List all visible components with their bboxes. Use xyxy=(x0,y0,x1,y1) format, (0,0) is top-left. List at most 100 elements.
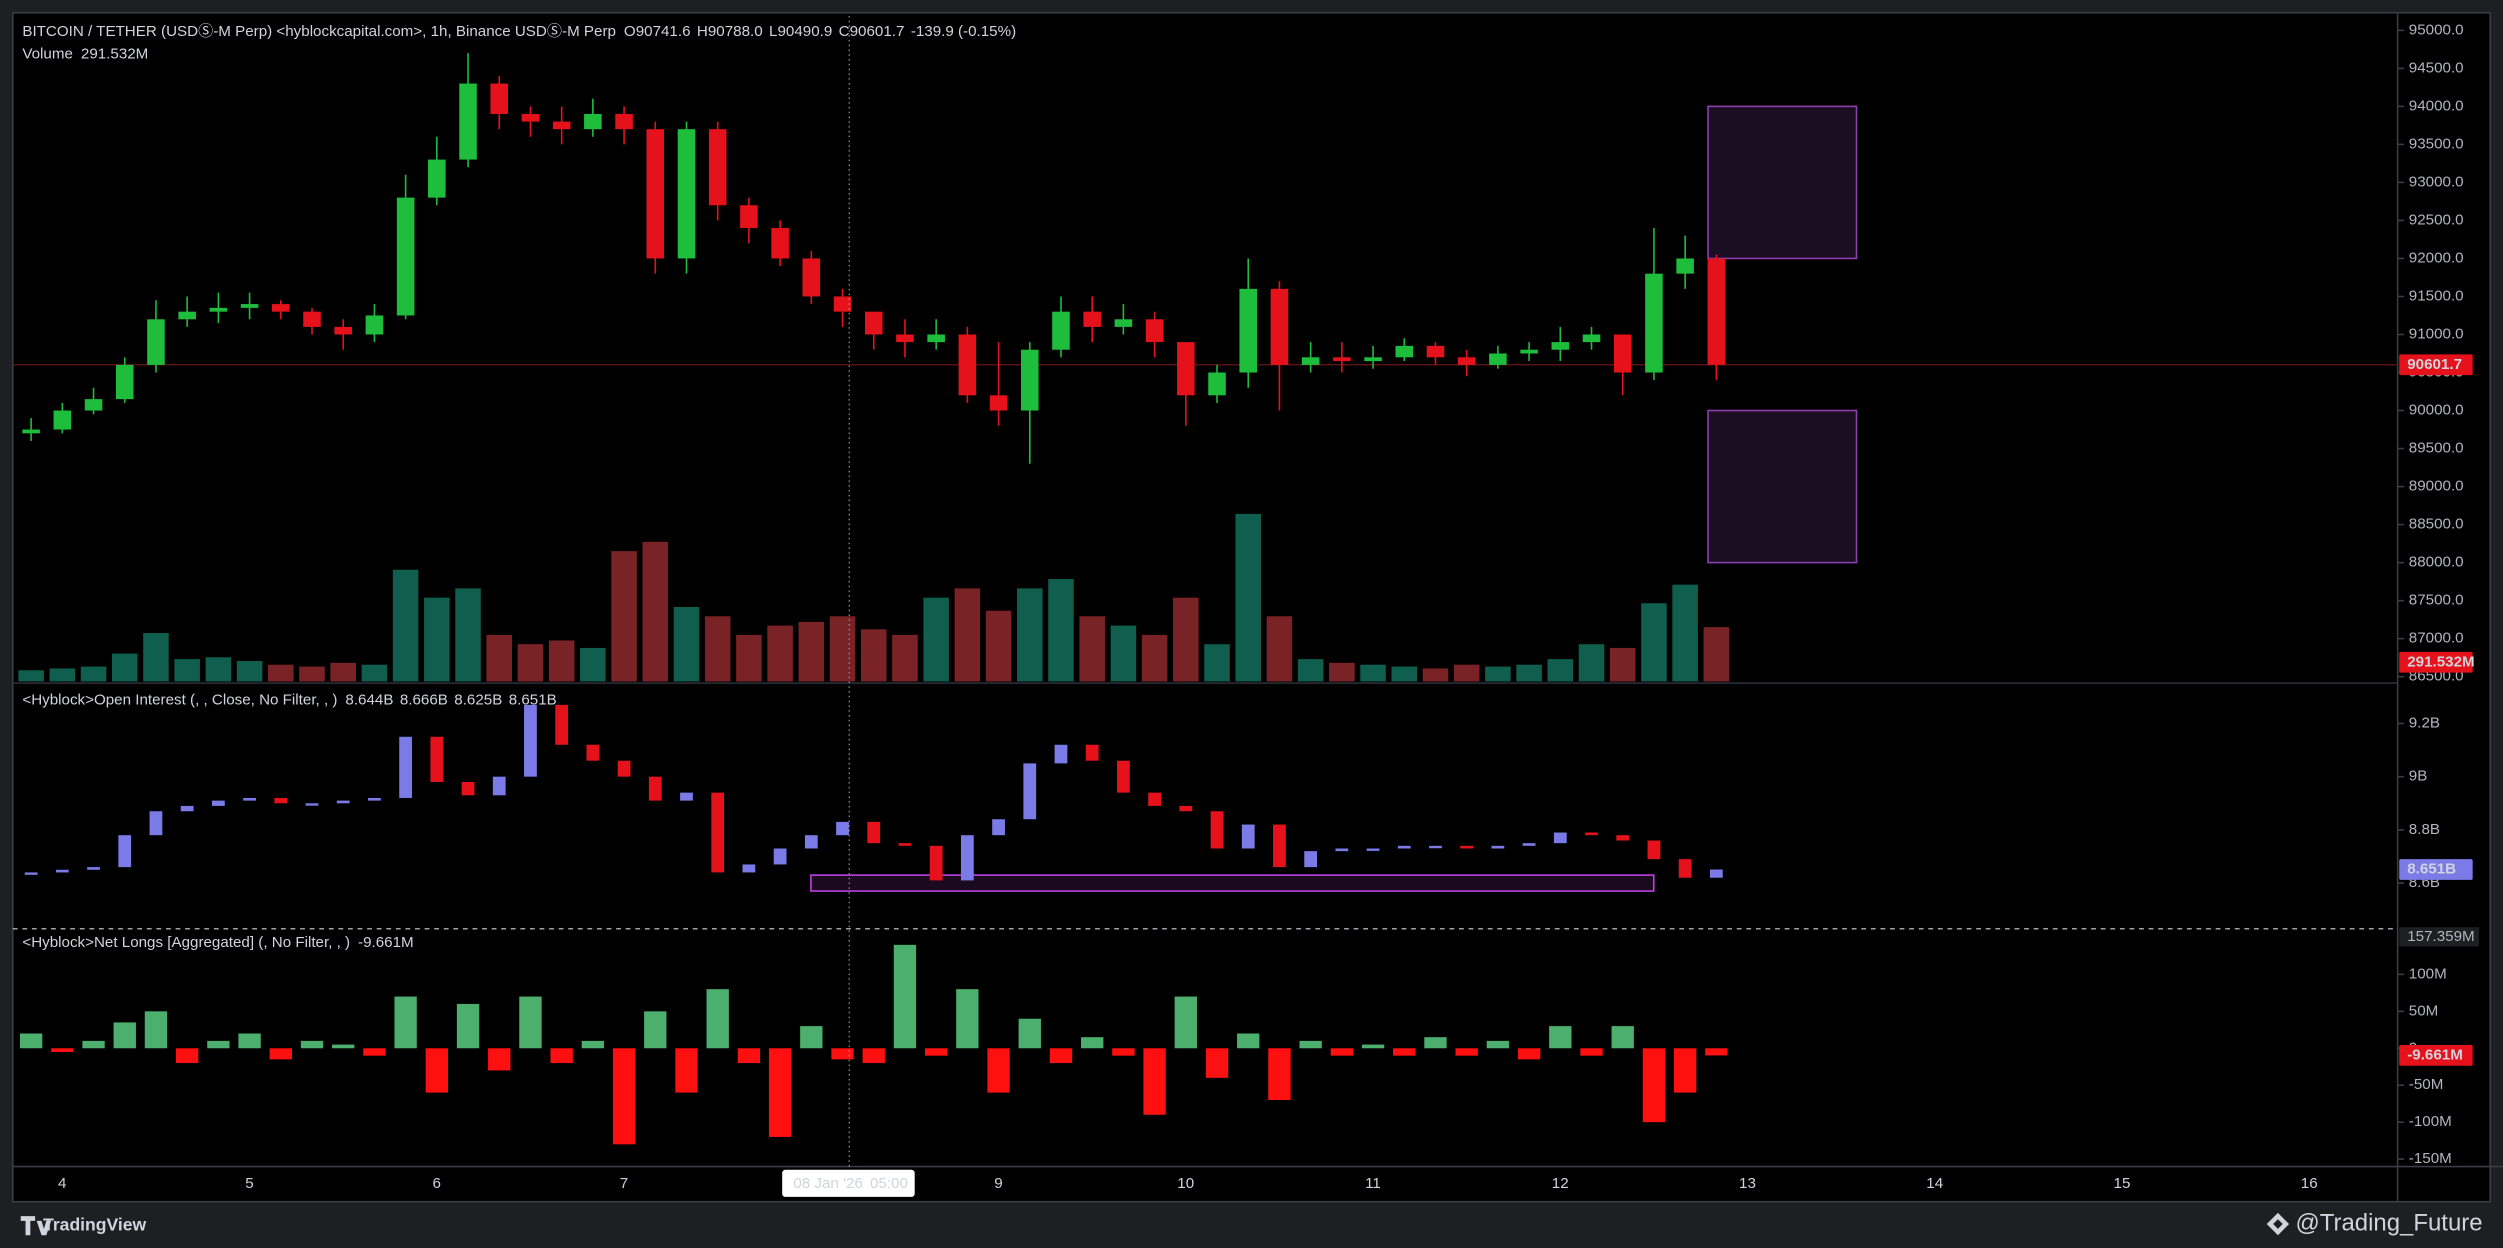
net-long-bar xyxy=(19,1033,43,1049)
candle-body xyxy=(708,129,727,206)
ohlc-value: 90741.6 xyxy=(636,23,691,40)
volume-bar xyxy=(455,588,481,682)
oi-candle xyxy=(1148,792,1161,806)
candle-body xyxy=(958,334,977,396)
candle-body xyxy=(240,304,259,308)
volume-bar xyxy=(80,666,107,682)
net-long-bar xyxy=(519,996,542,1049)
volume-bar xyxy=(392,569,419,682)
candle-body xyxy=(490,83,509,114)
net-long-bar xyxy=(1486,1040,1510,1049)
candle-body xyxy=(365,315,384,335)
y-tick-label: 89000.0 xyxy=(2409,478,2464,495)
oi-candle xyxy=(680,792,693,801)
candle-body xyxy=(740,205,758,229)
oi-candle xyxy=(1585,832,1598,836)
oi-candle xyxy=(1709,869,1723,878)
y-tick-label: 89500.0 xyxy=(2409,440,2464,457)
net-long-bar xyxy=(706,989,729,1049)
oi-candle xyxy=(1023,763,1037,820)
net-long-bar xyxy=(956,989,979,1049)
net-long-bar xyxy=(1705,1048,1728,1056)
x-tick-label: 5 xyxy=(245,1175,253,1192)
oi-legend-value: 8.651B xyxy=(509,692,557,709)
footer-bar xyxy=(0,1203,2503,1248)
net-long-bar xyxy=(363,1048,386,1056)
x-tick-label: 13 xyxy=(1739,1175,1756,1192)
volume-bar xyxy=(1173,597,1199,682)
volume-bar xyxy=(1329,662,1355,682)
net-long-bar xyxy=(1549,1026,1572,1049)
volume-bar xyxy=(205,657,232,682)
brand-logo xyxy=(20,1216,52,1236)
x-tick-label: 6 xyxy=(433,1175,441,1192)
candle-body xyxy=(1301,357,1320,365)
oi-candle xyxy=(836,821,849,836)
oi-candle xyxy=(1273,824,1286,868)
net-long-bar xyxy=(1330,1048,1354,1056)
y-tick-label: 9B xyxy=(2409,768,2428,785)
volume-bar xyxy=(424,597,450,682)
volume-bar xyxy=(299,666,325,682)
oi-candle xyxy=(1054,744,1068,764)
volume-bar xyxy=(1547,659,1574,682)
volume-bar xyxy=(1079,616,1105,682)
oi-candle xyxy=(524,704,537,777)
y-tick-label: 87000.0 xyxy=(2409,630,2464,647)
candle-body xyxy=(1395,345,1414,358)
candle-body xyxy=(771,228,789,259)
candle-body xyxy=(1551,342,1570,350)
volume-bar xyxy=(923,597,949,682)
candle-body xyxy=(646,129,665,259)
net-long-bar xyxy=(1049,1048,1073,1064)
volume-bar xyxy=(548,640,575,682)
volume-bar xyxy=(673,606,700,682)
volume-bar xyxy=(954,588,981,682)
volume-bar xyxy=(268,664,294,682)
net-long-bar xyxy=(1268,1048,1291,1100)
ohlc-value: 90601.7 xyxy=(850,23,905,40)
net-long-bar xyxy=(51,1048,74,1052)
net-long-bar xyxy=(644,1011,667,1049)
candle-body xyxy=(802,258,821,297)
crosshair-label-bg xyxy=(782,1169,915,1197)
net-long-bar xyxy=(1393,1048,1416,1056)
net-long-bar xyxy=(1517,1048,1541,1060)
oi-candle xyxy=(1397,845,1411,849)
net-long-bar xyxy=(144,1011,168,1049)
net-long-bar xyxy=(893,944,917,1049)
oi-candle xyxy=(929,845,943,881)
net-long-bar xyxy=(82,1040,105,1049)
oi-candle xyxy=(867,821,881,844)
candle-body xyxy=(989,395,1008,411)
volume-bar xyxy=(517,644,544,682)
candle-body xyxy=(1083,311,1101,327)
x-tick-label: 11 xyxy=(1365,1175,1381,1192)
y-tick-label: 50M xyxy=(2409,1002,2438,1019)
candle-body xyxy=(584,113,602,130)
candle-body xyxy=(1613,334,1632,373)
candle-body xyxy=(428,159,446,198)
candle-body xyxy=(459,83,477,160)
volume-bar xyxy=(1422,668,1449,682)
chart-title: BITCOIN / TETHER (USDⓈ-M Perp) <hyblockc… xyxy=(22,23,616,40)
candle-body xyxy=(615,113,633,130)
ohlc-value: 90490.9 xyxy=(777,23,832,40)
volume-bar xyxy=(704,616,731,682)
oi-candle xyxy=(399,736,413,798)
candle-body xyxy=(1270,288,1289,365)
last-price-label-bg xyxy=(2399,354,2473,376)
x-tick-label: 15 xyxy=(2114,1175,2131,1192)
volume-bar xyxy=(174,659,200,682)
volume-bar xyxy=(798,621,825,682)
y-tick-label: 93000.0 xyxy=(2409,173,2464,190)
candle-body xyxy=(334,326,352,335)
volume-bar xyxy=(1609,647,1636,682)
volume-bar xyxy=(1048,579,1074,682)
candle-body xyxy=(1364,357,1382,362)
oi-candle xyxy=(118,835,132,868)
y-tick-label: 92000.0 xyxy=(2409,249,2464,266)
volume-label-bg xyxy=(2399,651,2473,673)
